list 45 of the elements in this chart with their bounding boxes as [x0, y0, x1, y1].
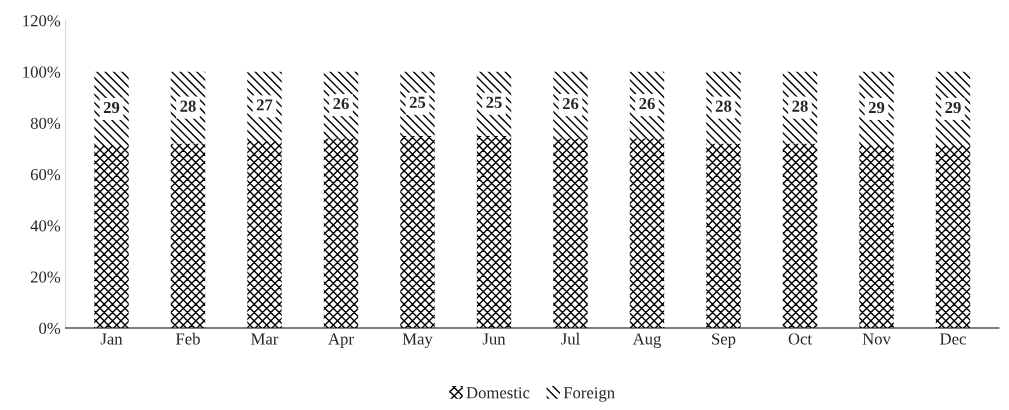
x-tick-label: Dec [940, 333, 966, 345]
data-label: 25 [409, 96, 426, 108]
bar [935, 146, 971, 328]
legend-label: Foreign [563, 387, 615, 402]
x-tick-label: Jan [100, 333, 123, 345]
y-tick-label: 40% [30, 220, 61, 232]
data-label: 26 [562, 98, 579, 110]
data-label: 29 [103, 101, 120, 114]
x-tick-label: Sep [712, 333, 736, 348]
data-label: 25 [486, 96, 502, 108]
data-label: 29 [945, 101, 961, 114]
x-tick-label: Aug [632, 333, 662, 348]
x-tick-label: Mar [251, 333, 279, 345]
bar [323, 138, 359, 328]
y-tick-label: 80% [30, 117, 61, 129]
x-tick-label: Jul [561, 332, 580, 345]
bar [170, 143, 206, 328]
y-tick-label: 120% [23, 15, 61, 27]
x-tick-label: Nov [862, 333, 891, 345]
data-label: 28 [180, 100, 196, 112]
x-tick-label: Feb [175, 332, 200, 345]
bar [706, 143, 741, 328]
bar [476, 135, 512, 328]
bar [859, 146, 894, 328]
x-tick-label: Apr [328, 333, 354, 348]
bar [553, 138, 588, 328]
y-tick-label: 100% [23, 66, 61, 78]
bar [247, 140, 282, 328]
legend-label: Domestic [466, 387, 530, 399]
data-label: 29 [868, 101, 885, 114]
x-tick-label: Oct [788, 333, 812, 345]
data-label: 26 [639, 98, 655, 110]
data-label: 28 [792, 100, 808, 112]
y-tick-label: 20% [30, 271, 61, 283]
data-label: 26 [333, 98, 349, 110]
data-label: 27 [256, 99, 273, 111]
bar [782, 143, 818, 328]
bar [400, 135, 435, 328]
y-tick-label: 60% [30, 168, 61, 181]
x-tick-label: Jun [482, 333, 506, 345]
x-tick-label: May [402, 333, 433, 348]
y-tick-label: 0% [39, 322, 61, 334]
bar [94, 146, 129, 328]
bar [629, 138, 665, 328]
data-label: 28 [715, 100, 732, 112]
